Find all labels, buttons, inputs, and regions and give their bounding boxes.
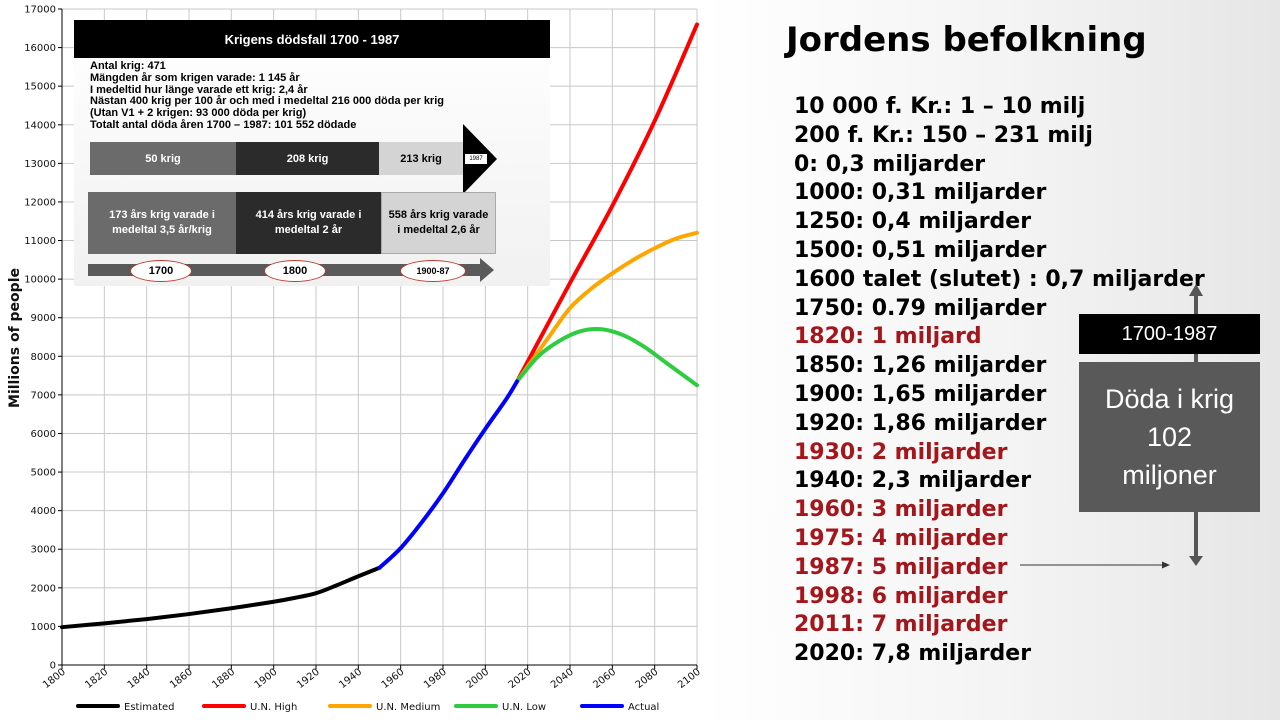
stat-line: 1250: 0,4 miljarder: [794, 209, 1032, 235]
x-tick-label: 1920: [295, 667, 322, 691]
war-deaths-value: 102: [1146, 422, 1193, 452]
infobox-line: Antal krig: 471: [90, 60, 166, 72]
stat-line: 10 000 f. Kr.: 1 – 10 milj: [794, 94, 1086, 119]
wars-segment-1800s: 208 krig: [236, 142, 379, 175]
war-deaths-infobox: Krigens dödsfall 1700 - 1987 Antal krig:…: [74, 20, 550, 286]
x-tick-label: 1900: [253, 667, 280, 691]
series-line-actual: [377, 379, 520, 570]
chart-series: [60, 22, 699, 630]
x-tick-label: 2040: [549, 667, 576, 691]
series-line-estimated: [60, 565, 382, 630]
duration-segment-1700s: 173 års krig varade i medeltal 3,5 år/kr…: [88, 192, 236, 254]
y-axis-label: Millions of people: [7, 268, 23, 408]
stat-line: 1600 talet (slutet) : 0,7 miljarder: [794, 266, 1205, 292]
legend-label: Estimated: [124, 702, 175, 713]
stat-line: 1998: 6 miljarder: [794, 583, 1008, 609]
stat-line: 1500: 0,51 miljarder: [794, 237, 1047, 263]
infobox-line: Mängden år som krigen varade: 1 145 år: [90, 71, 300, 84]
stat-line: 1820: 1 miljard: [794, 324, 982, 350]
y-tick-label: 15000: [24, 82, 56, 93]
wars-segment-1900s: 213 krig: [379, 142, 463, 175]
x-tick-label: 1840: [126, 667, 153, 691]
y-tick-label: 12000: [24, 197, 56, 208]
legend-label: U.N. High: [250, 702, 297, 713]
page-title: Jordens befolkning: [786, 20, 1147, 60]
stat-line: 1850: 1,26 miljarder: [794, 353, 1047, 379]
x-tick-label: 1980: [422, 667, 449, 691]
y-tick-label: 13000: [24, 159, 56, 170]
series-line-u-n-high: [515, 22, 699, 384]
chart-legend: Estimated U.N. High U.N. Medium U.N. Low Act…: [76, 702, 659, 713]
infobox-line: Nästan 400 krig per 100 år och med i med…: [90, 95, 444, 108]
duration-segment-1800s: 414 års krig varade i medeltal 2 år: [236, 192, 381, 254]
infobox-line: (Utan V1 + 2 krigen: 93 000 döda per kri…: [90, 107, 307, 120]
stat-line: 2020: 7,8 miljarder: [794, 641, 1032, 667]
y-tick-label: 14000: [24, 120, 56, 131]
legend-label: U.N. Medium: [376, 702, 440, 713]
y-tick-label: 9000: [31, 313, 56, 324]
series-line-u-n-medium: [515, 230, 699, 384]
y-tick-label: 6000: [31, 429, 56, 440]
x-tick-label: 1960: [380, 667, 407, 691]
legend-label: U.N. Low: [502, 702, 546, 713]
legend-label: Actual: [628, 702, 659, 713]
y-tick-label: 7000: [31, 390, 56, 401]
infobox-text: Antal krig: 471 Mängden år som krigen va…: [90, 60, 444, 132]
stat-line: 1750: 0.79 miljarder: [794, 295, 1047, 321]
stat-line: 1960: 3 miljarder: [794, 497, 1008, 523]
x-tick-label: 2020: [507, 667, 534, 691]
x-tick-label: 2080: [634, 667, 661, 691]
duration-segment-1900s: 558 års krig varade i medeltal 2,6 år: [381, 192, 496, 254]
y-tick-label: 1000: [31, 622, 56, 633]
war-deaths-box: Döda i krig 102 miljoner: [1079, 362, 1260, 512]
y-tick-label: 0: [50, 661, 56, 672]
x-tick-label: 1860: [168, 667, 195, 691]
x-tick-label: 1940: [337, 667, 364, 691]
x-tick-label: 1820: [83, 667, 110, 691]
wars-end-label: 1987: [464, 153, 488, 165]
y-tick-label: 11000: [24, 236, 56, 247]
stat-line: 1975: 4 miljarder: [794, 525, 1008, 551]
stat-line: 1900: 1,65 miljarder: [794, 381, 1047, 407]
y-tick-label: 8000: [31, 352, 56, 363]
stat-line: 1930: 2 miljarder: [794, 439, 1008, 465]
wars-segment-1700s: 50 krig: [90, 142, 236, 175]
x-tick-label: 2060: [591, 667, 618, 691]
x-tick-label: 2100: [676, 667, 703, 691]
timeline-label-1900-87: 1900-87: [400, 260, 466, 282]
x-tick-label: 1880: [210, 667, 237, 691]
y-tick-label: 4000: [31, 506, 56, 517]
stat-line: 1940: 2,3 miljarder: [794, 468, 1032, 494]
population-stats-list: 10 000 f. Kr.: 1 – 10 milj 200 f. Kr.: 1…: [794, 93, 1205, 669]
stat-line: 0: 0,3 miljarder: [794, 151, 986, 177]
war-deaths-line: Döda i krig: [1104, 384, 1235, 414]
stat-line: 2011: 7 miljarder: [794, 612, 1008, 638]
timeline-label-1700: 1700: [130, 260, 192, 282]
stat-line: 1000: 0,31 miljarder: [794, 180, 1047, 206]
stat-line: 200 f. Kr.: 150 – 231 milj: [794, 122, 1093, 148]
timeline-label-1800: 1800: [264, 260, 326, 282]
y-tick-label: 10000: [24, 275, 56, 286]
stat-line: 1987: 5 miljarder: [794, 554, 1008, 580]
stat-line: 1920: 1,86 miljarder: [794, 410, 1047, 436]
infobox-line: I medeltid hur länge varade ett krig: 2,…: [90, 83, 308, 96]
y-tick-label: 3000: [31, 545, 56, 556]
series-line-u-n-low: [515, 327, 699, 388]
y-tick-label: 5000: [31, 468, 56, 479]
y-tick-label: 16000: [24, 43, 56, 54]
y-tick-label: 17000: [24, 5, 56, 16]
infobox-title: Krigens dödsfall 1700 - 1987: [74, 20, 550, 58]
period-badge: 1700-1987: [1079, 314, 1260, 354]
infobox-line: Totalt antal döda åren 1700 – 1987: 101 …: [90, 118, 357, 131]
war-deaths-unit: miljoner: [1122, 460, 1217, 490]
y-tick-label: 2000: [31, 583, 56, 594]
x-tick-label: 2000: [464, 667, 491, 691]
